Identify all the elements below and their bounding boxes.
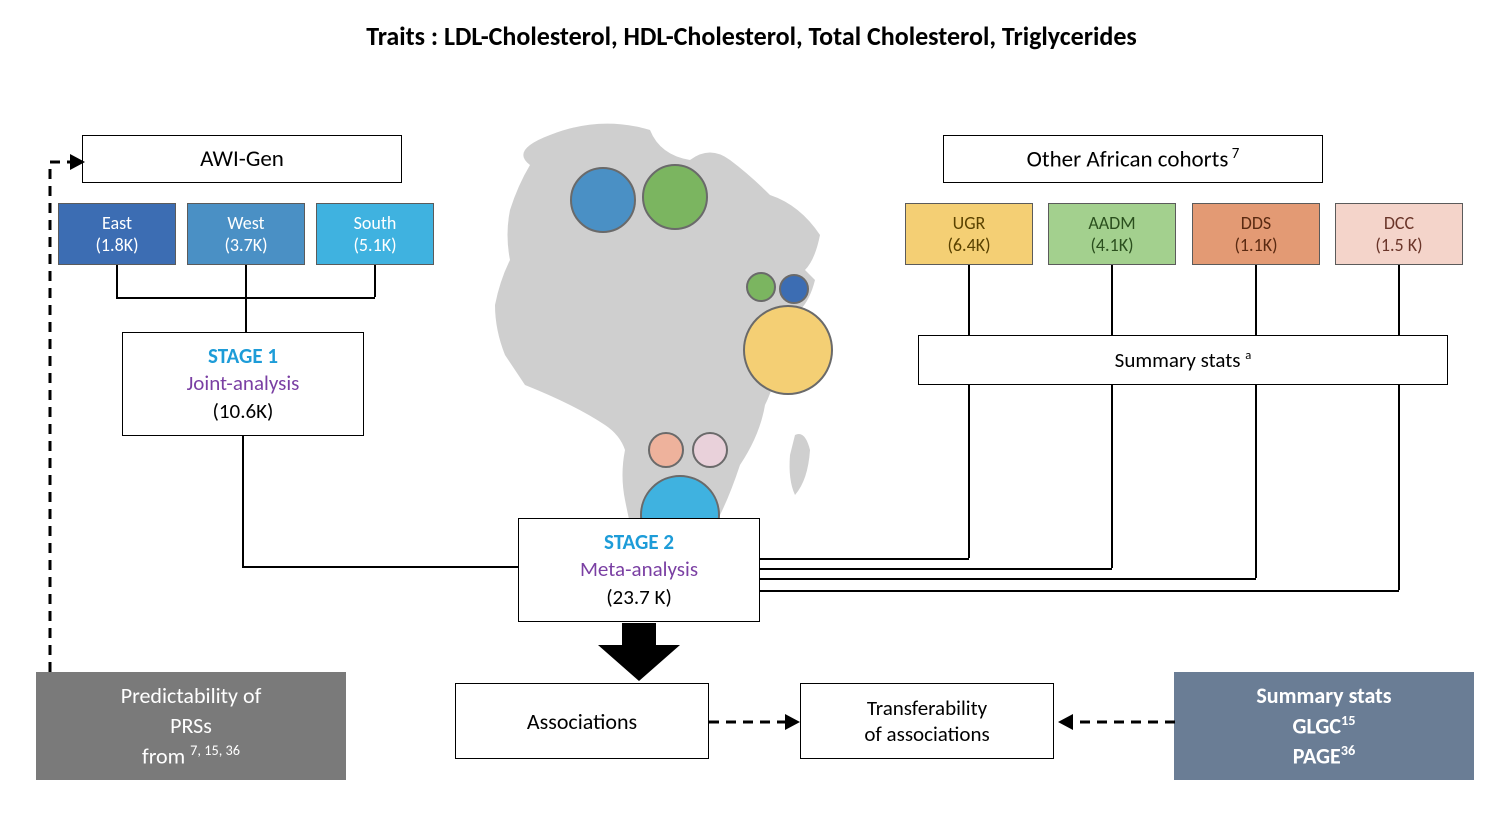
cohort-ugr: UGR (6.4K) [905, 203, 1033, 265]
cohort-dcc-label: DCC [1384, 212, 1414, 235]
map-marker-dds [648, 432, 684, 468]
dashed-arrow-prs-to-awigen [30, 148, 90, 676]
prs-box: Predictability of PRSs from 7, 15, 36 [36, 672, 346, 780]
summary-stats-label: Summary stats a [1115, 347, 1252, 373]
map-marker-dcc [692, 432, 728, 468]
stage2-n: (23.7 K) [606, 584, 672, 611]
transferability-l2: of associations [864, 721, 989, 747]
awigen-header-box: AWI-Gen [82, 135, 402, 183]
cohort-west-label: West [227, 212, 264, 235]
cohort-east-label: East [102, 212, 132, 235]
cohort-east-n: (1.8K) [95, 234, 138, 257]
prs-l2: PRSs [170, 711, 212, 741]
dashed-arrow-assoc-to-transfer [709, 710, 804, 734]
stage1-name: Joint-analysis [187, 370, 300, 397]
external-l2: GLGC15 [1292, 711, 1355, 741]
dashed-arrow-external-to-transfer [1055, 710, 1175, 734]
cohort-ugr-n: (6.4K) [947, 234, 990, 257]
page-title: Traits : LDL-Cholesterol, HDL-Cholestero… [0, 20, 1503, 52]
associations-box: Associations [455, 683, 709, 759]
cohort-aadm-label: AADM [1088, 212, 1135, 235]
map-marker-west [570, 167, 636, 233]
map-marker-aadm-big [642, 164, 708, 230]
cohort-aadm-n: (4.1K) [1090, 234, 1133, 257]
cohort-south-label: South [354, 212, 397, 235]
associations-label: Associations [527, 708, 637, 735]
cohort-dds: DDS (1.1K) [1192, 203, 1320, 265]
stage1-n: (10.6K) [213, 398, 274, 425]
map-marker-ugr [743, 305, 833, 395]
cohort-west-n: (3.7K) [224, 234, 267, 257]
transferability-box: Transferability of associations [800, 683, 1054, 759]
other-cohorts-header-label: Other African cohorts 7 [1027, 145, 1240, 174]
cohort-dcc: DCC (1.5 K) [1335, 203, 1463, 265]
map-marker-east [779, 274, 809, 304]
external-stats-box: Summary stats GLGC15 PAGE36 [1174, 672, 1474, 780]
other-cohorts-header-box: Other African cohorts 7 [943, 135, 1323, 183]
cohort-ugr-label: UGR [953, 212, 986, 235]
stage1-label: STAGE 1 [208, 343, 278, 370]
stage2-label: STAGE 2 [604, 529, 674, 556]
cohort-west: West (3.7K) [187, 203, 305, 265]
awigen-header-label: AWI-Gen [200, 145, 284, 173]
external-l3: PAGE36 [1293, 741, 1356, 771]
cohort-south-n: (5.1K) [353, 234, 396, 257]
cohort-aadm: AADM (4.1K) [1048, 203, 1176, 265]
stage1-box: STAGE 1 Joint-analysis (10.6K) [122, 332, 364, 436]
stage2-name: Meta-analysis [580, 556, 698, 583]
down-arrow-icon [598, 623, 680, 681]
cohort-south: South (5.1K) [316, 203, 434, 265]
cohort-dds-n: (1.1K) [1234, 234, 1277, 257]
summary-stats-box: Summary stats a [918, 335, 1448, 385]
cohort-dds-label: DDS [1241, 212, 1271, 235]
stage2-box: STAGE 2 Meta-analysis (23.7 K) [518, 518, 760, 622]
transferability-l1: Transferability [867, 695, 987, 721]
map-marker-aadm-small [746, 272, 776, 302]
prs-l3: from 7, 15, 36 [142, 741, 240, 771]
external-l1: Summary stats [1256, 681, 1391, 711]
cohort-dcc-n: (1.5 K) [1375, 234, 1422, 257]
prs-l1: Predictability of [121, 681, 262, 711]
